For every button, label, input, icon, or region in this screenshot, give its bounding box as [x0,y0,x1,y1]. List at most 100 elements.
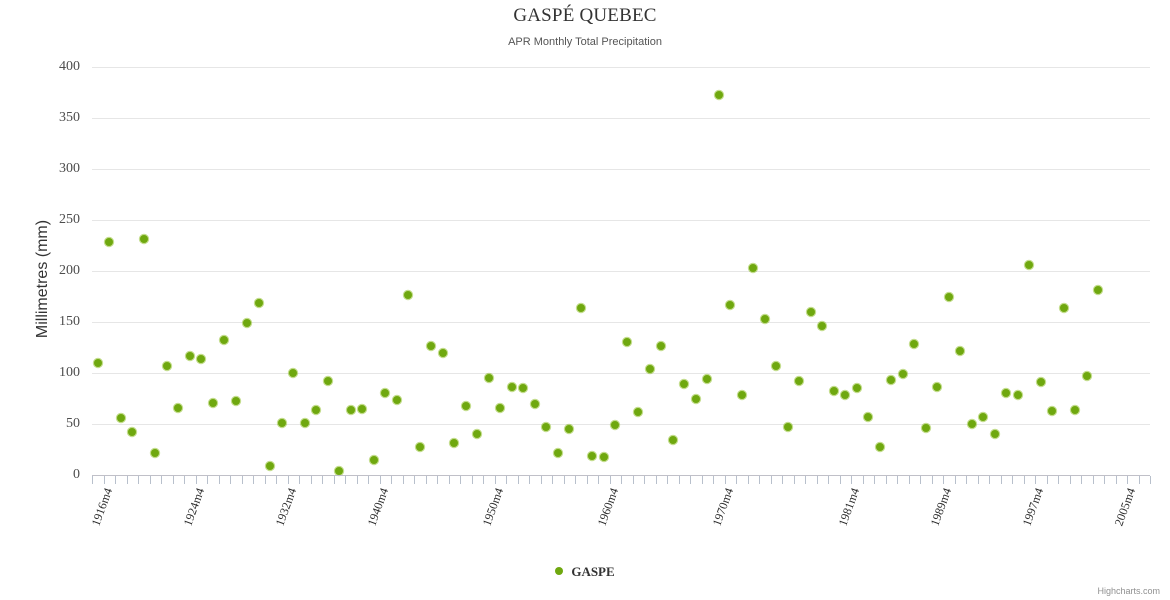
data-point[interactable] [553,448,562,457]
data-point[interactable] [312,405,321,414]
data-point[interactable] [967,420,976,428]
data-point[interactable] [174,403,183,412]
data-point[interactable] [910,340,919,349]
plot-area [92,67,1150,476]
x-axis-tick [161,476,162,484]
data-point[interactable] [634,407,643,416]
data-point[interactable] [93,358,102,367]
data-point[interactable] [806,307,815,316]
data-point[interactable] [105,238,114,247]
data-point[interactable] [622,338,631,347]
legend-item-label[interactable]: GASPE [571,564,615,580]
data-point[interactable] [818,322,827,331]
data-point[interactable] [645,364,654,373]
data-point[interactable] [852,384,861,393]
data-point[interactable] [921,424,930,433]
data-point[interactable] [484,374,493,383]
data-point[interactable] [749,263,758,272]
data-point[interactable] [668,436,677,445]
data-point[interactable] [588,451,597,460]
x-axis-tick [690,476,691,484]
data-point[interactable] [875,443,884,452]
data-point[interactable] [1082,372,1091,381]
data-point[interactable] [323,377,332,386]
data-point[interactable] [461,401,470,410]
data-point[interactable] [760,314,769,323]
data-point[interactable] [427,342,436,351]
data-point[interactable] [990,430,999,439]
data-point[interactable] [1094,286,1103,295]
data-point[interactable] [737,391,746,400]
x-axis-tick [989,476,990,484]
data-point[interactable] [691,394,700,403]
data-point[interactable] [887,376,896,385]
data-point[interactable] [300,418,309,427]
data-point[interactable] [772,361,781,370]
data-point[interactable] [473,430,482,439]
data-point[interactable] [415,443,424,452]
data-point[interactable] [162,361,171,370]
data-point[interactable] [898,370,907,379]
data-point[interactable] [657,342,666,351]
data-point[interactable] [139,235,148,244]
data-point[interactable] [254,298,263,307]
data-point[interactable] [392,395,401,404]
highcharts-credits[interactable]: Highcharts.com [1097,586,1160,596]
data-point[interactable] [243,319,252,328]
data-point[interactable] [369,455,378,464]
data-point[interactable] [829,387,838,396]
data-point[interactable] [266,461,275,470]
data-point[interactable] [1036,378,1045,387]
chart-legend[interactable]: GASPE [0,563,1170,580]
data-point[interactable] [358,404,367,413]
x-axis-tick [448,476,450,484]
data-point[interactable] [335,466,344,475]
data-point[interactable] [611,421,620,430]
data-point[interactable] [542,423,551,432]
data-point[interactable] [404,291,413,300]
data-point[interactable] [979,412,988,421]
x-axis-tick-label: 1924m4 [180,486,207,528]
data-point[interactable] [1025,260,1034,269]
data-point[interactable] [714,90,723,99]
data-point[interactable] [703,375,712,384]
data-point[interactable] [208,398,217,407]
data-point[interactable] [933,383,942,392]
data-point[interactable] [519,384,528,393]
data-point[interactable] [507,383,516,392]
data-point[interactable] [1048,406,1057,415]
data-point[interactable] [841,391,850,400]
data-point[interactable] [438,348,447,357]
data-point[interactable] [530,399,539,408]
data-point[interactable] [197,354,206,363]
data-point[interactable] [864,412,873,421]
data-point[interactable] [450,439,459,448]
data-point[interactable] [599,452,608,461]
data-point[interactable] [116,413,125,422]
data-point[interactable] [1013,391,1022,400]
data-point[interactable] [1002,389,1011,398]
data-point[interactable] [565,425,574,434]
data-point[interactable] [231,396,240,405]
data-point[interactable] [151,448,160,457]
data-point[interactable] [944,292,953,301]
data-point[interactable] [956,346,965,355]
data-point[interactable] [346,405,355,414]
data-point[interactable] [128,428,137,437]
data-point[interactable] [1059,303,1068,312]
data-point[interactable] [795,377,804,386]
data-point[interactable] [289,369,298,377]
data-point[interactable] [576,303,585,312]
data-point[interactable] [680,380,689,389]
data-point[interactable] [726,300,735,309]
data-point[interactable] [783,423,792,432]
gridline [92,169,1150,170]
data-point[interactable] [381,389,390,398]
data-point[interactable] [496,403,505,412]
x-axis-tick [954,476,956,484]
data-point[interactable] [185,351,194,360]
data-point[interactable] [277,418,286,427]
x-axis-tick [425,476,427,484]
data-point[interactable] [220,336,229,345]
data-point[interactable] [1071,405,1080,414]
